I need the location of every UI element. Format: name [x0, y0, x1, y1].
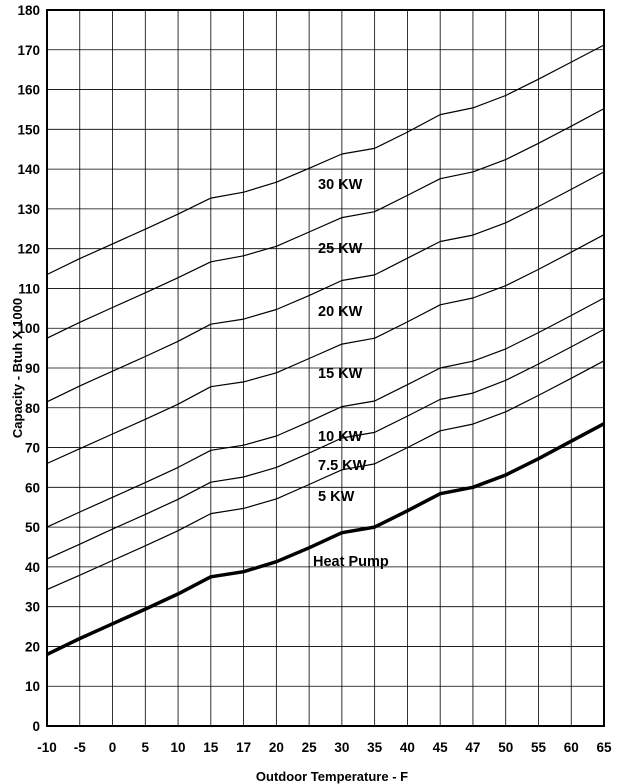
y-tick-label: 130	[17, 202, 40, 217]
x-tick-label: 15	[203, 740, 219, 755]
y-tick-label: 50	[25, 520, 40, 535]
y-tick-label: 0	[32, 719, 40, 734]
x-tick-label: 50	[498, 740, 513, 755]
series-label: 7.5 KW	[318, 458, 367, 474]
y-tick-label: 10	[25, 679, 40, 694]
x-tick-label: 60	[564, 740, 579, 755]
series-label: 15 KW	[318, 366, 363, 382]
y-tick-label: 150	[17, 122, 40, 137]
x-tick-label: -10	[37, 740, 57, 755]
x-tick-label: 40	[400, 740, 415, 755]
y-tick-label: 30	[25, 600, 40, 615]
y-tick-label: 70	[25, 441, 40, 456]
y-tick-label: 110	[18, 281, 40, 296]
y-tick-label: 170	[17, 43, 40, 58]
x-tick-label: 45	[433, 740, 449, 755]
x-tick-label: 0	[109, 740, 117, 755]
x-axis-title: Outdoor Temperature - F	[256, 769, 408, 784]
x-tick-label: 30	[334, 740, 349, 755]
x-tick-label: 20	[269, 740, 284, 755]
series-label: Heat Pump	[313, 554, 389, 570]
y-tick-label: 140	[17, 162, 40, 177]
x-tick-label: 55	[531, 740, 547, 755]
y-tick-label: 180	[17, 3, 40, 18]
y-tick-label: 20	[25, 639, 40, 654]
series-label: 20 KW	[318, 304, 363, 320]
series-label: 30 KW	[318, 177, 363, 193]
y-tick-label: 60	[25, 480, 40, 495]
x-tick-label: 5	[142, 740, 150, 755]
x-tick-labels: -10 -5 0 5 10 15 17 20 25 30 35 40 45 47 50 55 60 65	[37, 740, 612, 755]
y-tick-label: 80	[25, 401, 40, 416]
y-tick-label: 40	[25, 560, 40, 575]
y-axis-title: Capacity - Btuh X 1000	[10, 298, 25, 438]
x-tick-label: 25	[302, 740, 318, 755]
x-tick-label: 10	[171, 740, 186, 755]
series-labels: 30 KW 25 KW 20 KW 15 KW 10 KW 7.5 KW 5 KW Heat …	[313, 177, 389, 570]
x-tick-label: 17	[236, 740, 251, 755]
series-label: 5 KW	[318, 489, 355, 505]
x-tick-label: 47	[465, 740, 480, 755]
series-label: 25 KW	[318, 241, 363, 257]
x-tick-label: 35	[367, 740, 383, 755]
x-tick-label: -5	[74, 740, 86, 755]
x-tick-label: 65	[596, 740, 612, 755]
y-tick-label: 120	[17, 242, 40, 257]
y-tick-label: 90	[25, 361, 40, 376]
y-tick-label: 160	[17, 83, 40, 98]
series-label: 10 KW	[318, 429, 363, 445]
